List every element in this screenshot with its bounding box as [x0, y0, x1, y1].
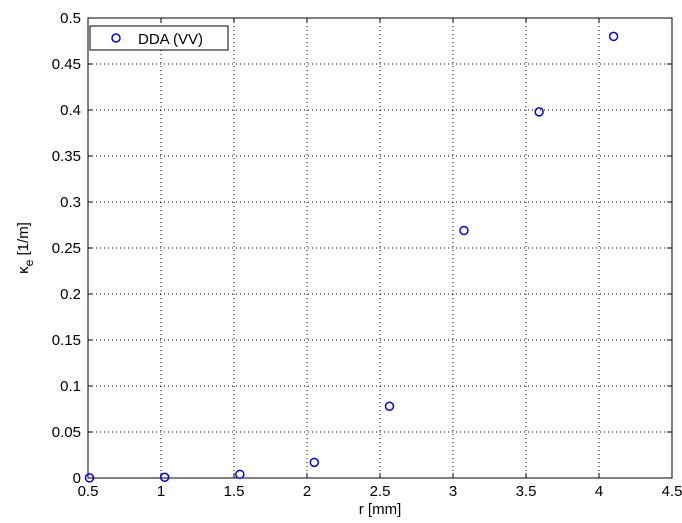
axis-ticks: 0.5 1 1.5 2 2.5 3 3.5 4 4.5 0 0.05 0.1 0.15 0.2 0.25 0.…: [52, 10, 682, 500]
x-tick-label: 0.5: [78, 483, 99, 500]
legend-marker-icon: [111, 33, 121, 43]
data-point: [384, 401, 395, 411]
x-tick-label: 2.5: [370, 483, 391, 500]
data-point: [235, 469, 245, 480]
y-tick-label: 0.5: [60, 10, 81, 27]
y-tick-label: 0: [73, 470, 81, 487]
grid-lines: [88, 18, 672, 478]
x-tick-label: 4: [595, 483, 603, 500]
y-tick-label: 0.3: [60, 194, 81, 211]
legend-label: DDA (VV): [138, 31, 203, 48]
data-point: [534, 107, 544, 117]
y-tick-label: 0.15: [52, 332, 81, 349]
data-point: [608, 31, 619, 42]
y-tick-label: 0.25: [52, 240, 81, 257]
y-axis-label-symbol: κ: [15, 266, 32, 274]
y-tick-label: 0.35: [52, 148, 81, 165]
x-tick-label: 4.5: [662, 483, 682, 500]
y-axis-label-subscript: e: [22, 259, 36, 266]
data-point: [459, 225, 469, 236]
x-tick-label: 1: [157, 483, 165, 500]
x-tick-label: 3.5: [516, 483, 537, 500]
legend-box: [89, 25, 229, 51]
y-tick-label: 0.1: [60, 378, 81, 395]
y-tick-label: 0.4: [60, 102, 81, 119]
data-points: [84, 31, 619, 483]
y-axis-label-unit: [1/m]: [15, 222, 32, 260]
y-tick-label: 0.05: [52, 424, 81, 441]
x-axis-label: r [mm]: [359, 501, 402, 518]
y-tick-label: 0.45: [52, 56, 81, 73]
x-tick-label: 3: [449, 483, 457, 500]
data-point: [84, 473, 95, 483]
y-axis-label: κe [1/m]: [15, 222, 36, 274]
data-point: [159, 472, 170, 483]
x-tick-label: 2: [303, 483, 311, 500]
y-tick-label: 0.2: [60, 286, 81, 303]
data-point: [309, 457, 320, 468]
legend: DDA (VV): [89, 25, 229, 51]
x-tick-label: 1.5: [224, 483, 245, 500]
